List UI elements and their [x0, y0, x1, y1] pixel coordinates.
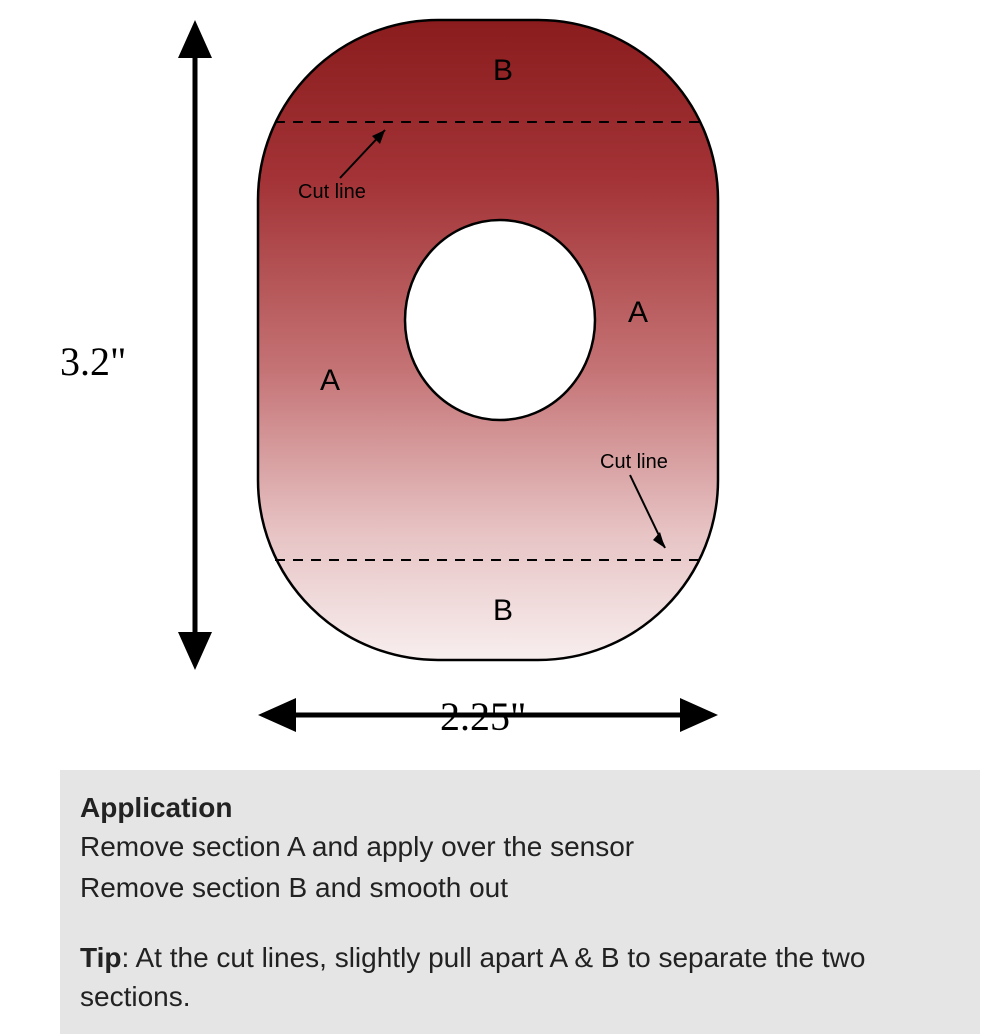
application-info-box: Application Remove section A and apply o…	[60, 770, 980, 1034]
height-dimension	[178, 20, 212, 670]
info-line-2: Remove section B and smooth out	[80, 868, 960, 907]
patch-diagram-svg: B B A A Cut line Cut line 3.2" 2.25"	[0, 0, 1000, 760]
label-b-bottom: B	[493, 594, 513, 627]
width-label: 2.25"	[440, 694, 526, 739]
cut-line-label-bottom: Cut line	[600, 451, 668, 473]
cut-line-label-top: Cut line	[298, 181, 366, 203]
patch-body	[258, 20, 718, 660]
height-label: 3.2"	[60, 339, 126, 384]
diagram-area: B B A A Cut line Cut line 3.2" 2.25"	[0, 0, 1000, 760]
label-a-left: A	[320, 364, 340, 397]
info-tip-label: Tip	[80, 942, 121, 973]
info-line-1: Remove section A and apply over the sens…	[80, 827, 960, 866]
info-title: Application	[80, 788, 960, 827]
label-b-top: B	[493, 54, 513, 87]
info-tip-text: : At the cut lines, slightly pull apart …	[80, 942, 865, 1012]
label-a-right: A	[628, 296, 648, 329]
info-tip: Tip: At the cut lines, slightly pull apa…	[80, 938, 960, 1016]
